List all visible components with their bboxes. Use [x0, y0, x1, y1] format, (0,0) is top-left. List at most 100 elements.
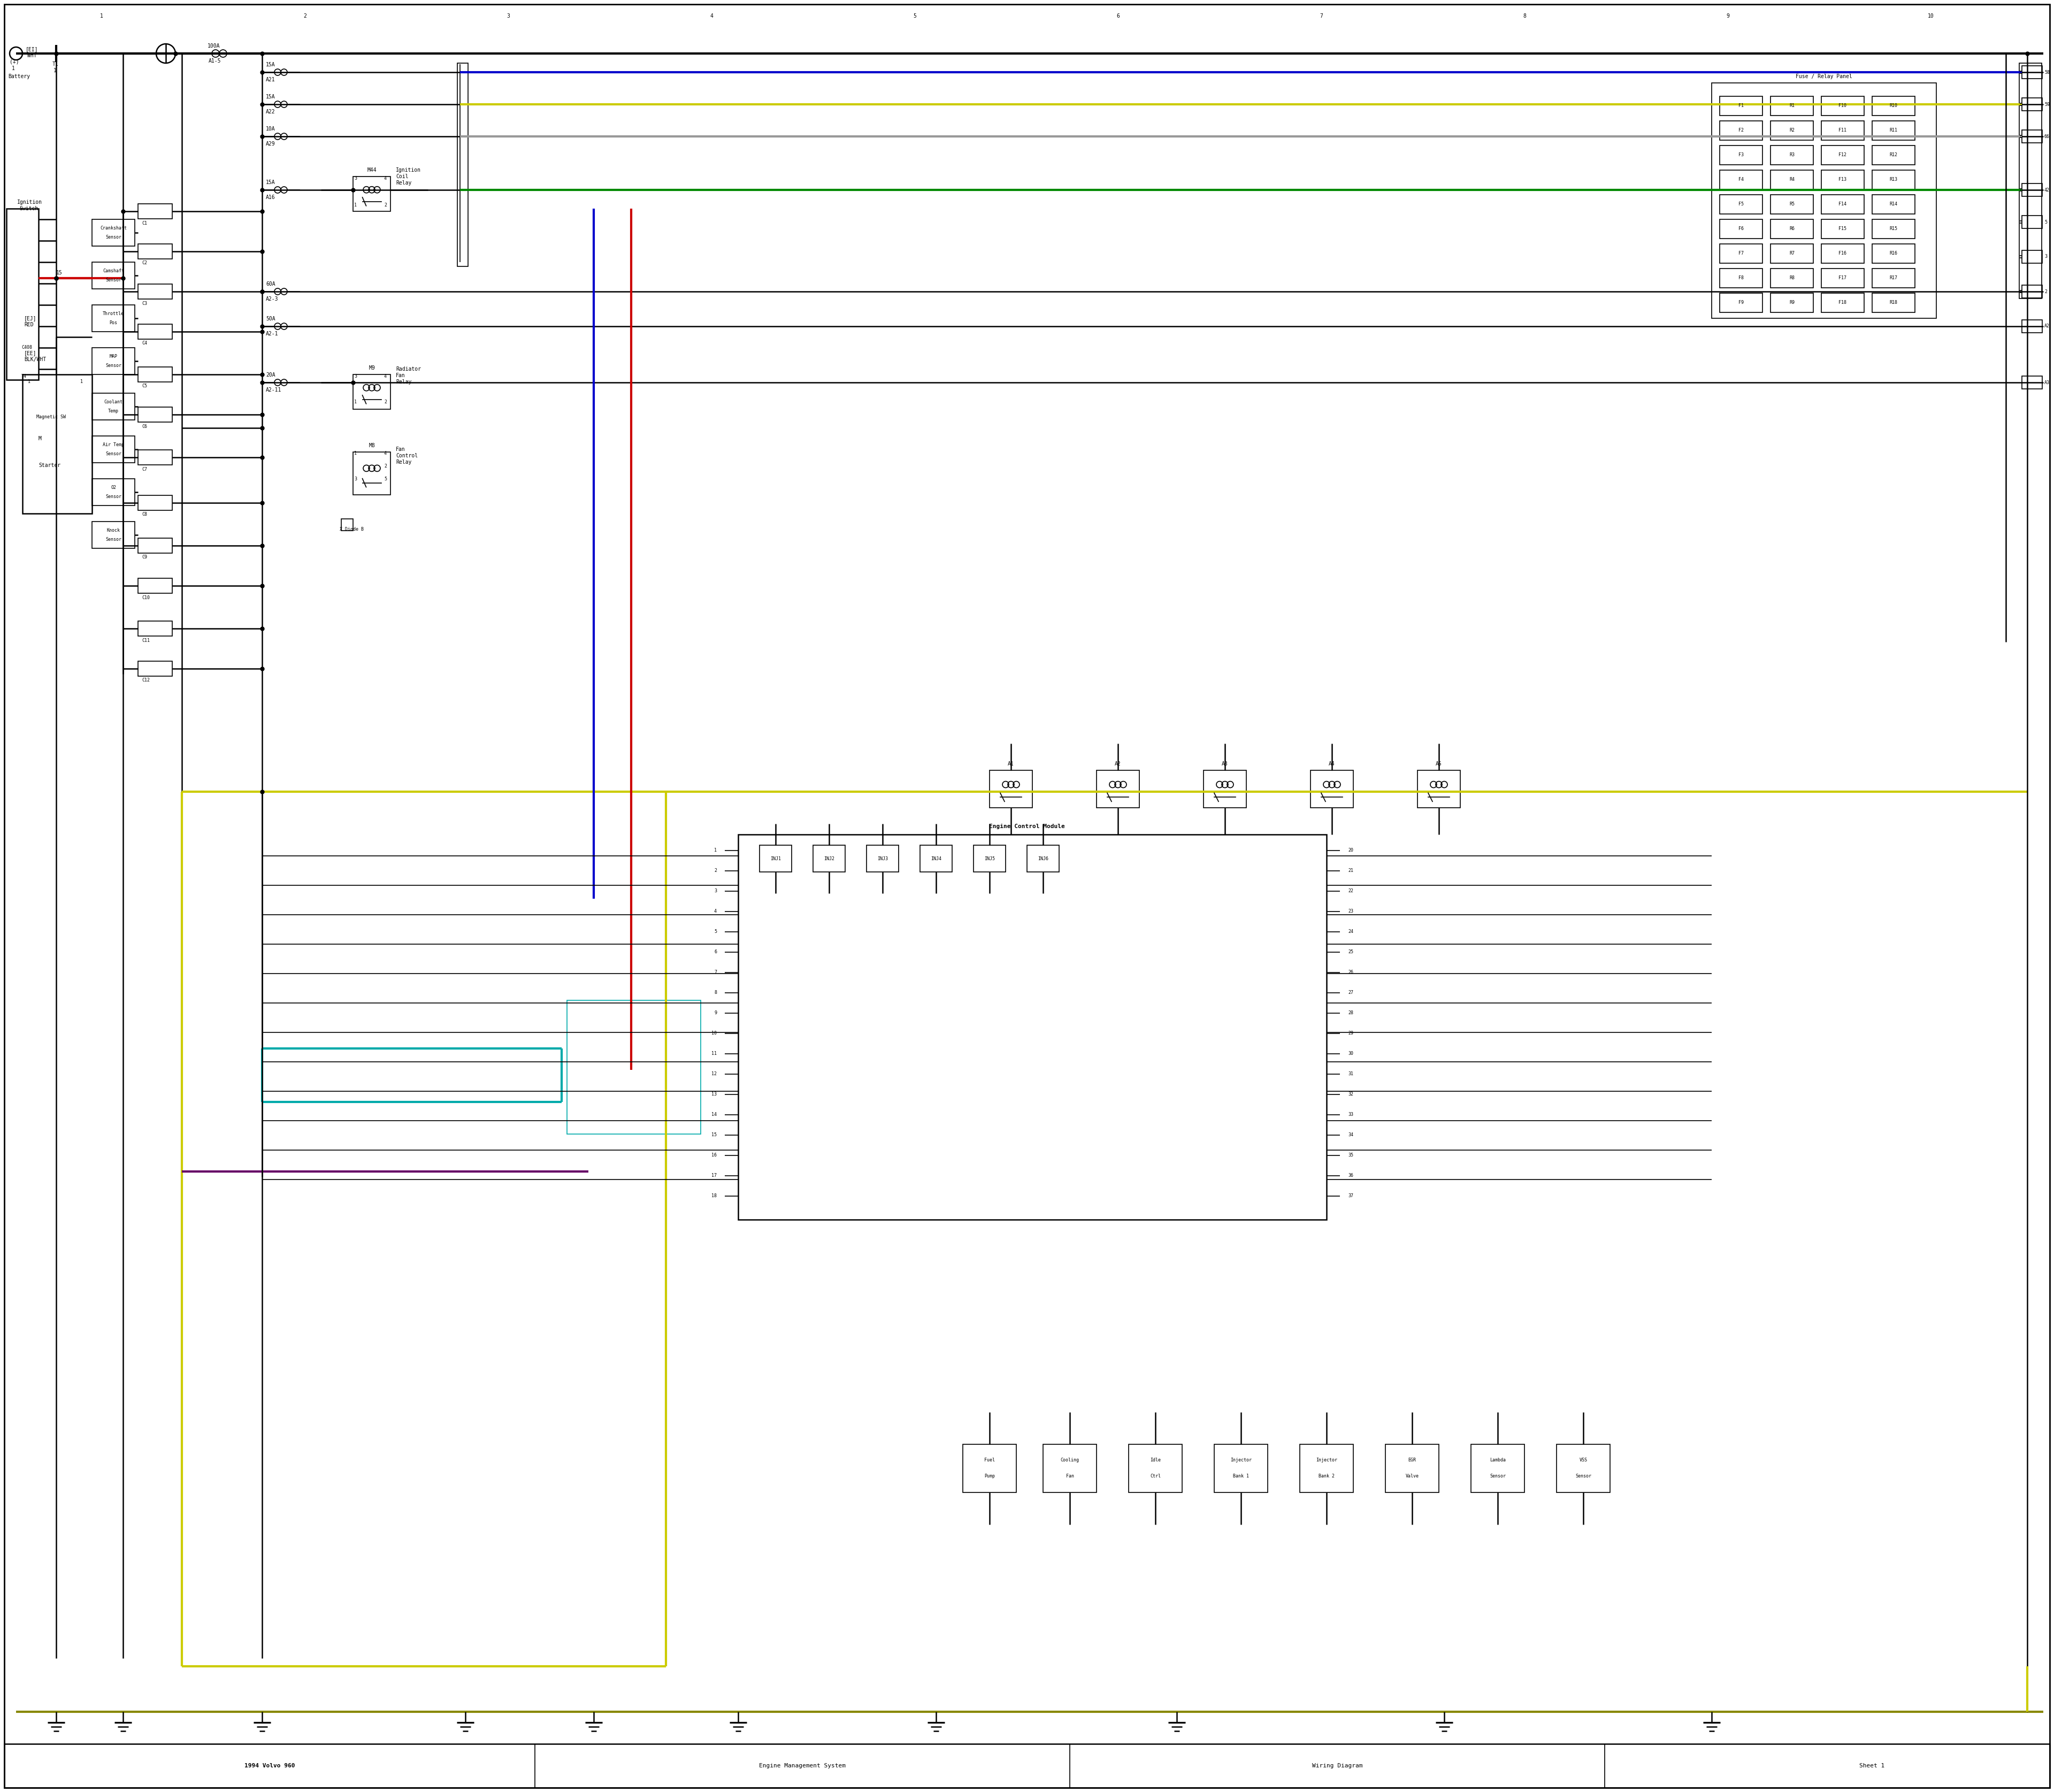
Text: 3: 3 [715, 889, 717, 894]
Text: 28: 28 [1347, 1011, 1354, 1016]
Bar [4, 1744, 2050, 1788]
Bar [1300, 1444, 1354, 1493]
Bar [737, 835, 1327, 1220]
Bar [23, 375, 92, 514]
Bar [963, 1444, 1017, 1493]
Text: Fuse / Relay Panel: Fuse / Relay Panel [1795, 73, 1853, 79]
Text: C9: C9 [142, 556, 148, 559]
Text: R10: R10 [1890, 104, 1898, 108]
Text: 1: 1 [80, 380, 82, 383]
Bar [138, 324, 173, 339]
Text: 23: 23 [1347, 909, 1354, 914]
Bar [138, 622, 173, 636]
Text: 15: 15 [711, 1133, 717, 1138]
Bar [92, 262, 136, 289]
Text: M: M [39, 435, 41, 441]
Text: 1: 1 [29, 380, 31, 383]
Text: 26: 26 [1347, 969, 1354, 975]
Bar [1214, 1444, 1267, 1493]
Bar [6, 208, 39, 380]
Text: 15A: 15A [265, 179, 275, 185]
Text: 16: 16 [711, 1152, 717, 1158]
Text: A3: A3 [2044, 380, 2050, 385]
Bar [138, 285, 173, 299]
Bar [1771, 145, 1814, 165]
Bar [2021, 376, 2042, 389]
Text: 7: 7 [1319, 13, 1323, 18]
Text: C12: C12 [142, 677, 150, 683]
Text: F11: F11 [1838, 127, 1847, 133]
Text: 18: 18 [711, 1193, 717, 1199]
Text: Lambda: Lambda [1489, 1459, 1506, 1462]
Text: 32: 32 [1347, 1091, 1354, 1097]
Bar [458, 63, 468, 267]
Text: R2: R2 [1789, 127, 1795, 133]
Text: 3: 3 [2044, 254, 2048, 260]
Bar [1771, 219, 1814, 238]
Text: 6: 6 [715, 950, 717, 955]
Text: INJ2: INJ2 [824, 857, 834, 860]
Text: A16: A16 [265, 195, 275, 201]
Bar [1822, 195, 1865, 213]
Text: T1: T1 [53, 61, 60, 66]
Bar [1871, 219, 1914, 238]
Text: 14: 14 [711, 1113, 717, 1116]
Text: (+): (+) [10, 59, 18, 65]
Bar [974, 846, 1006, 873]
Text: Pump: Pump [984, 1475, 994, 1478]
Bar [1771, 244, 1814, 263]
Text: Sensor: Sensor [105, 364, 121, 367]
Bar [1719, 219, 1762, 238]
Text: C408: C408 [21, 346, 33, 349]
Text: 15A: 15A [265, 63, 275, 68]
Text: 10A: 10A [265, 125, 275, 131]
Text: 5: 5 [715, 930, 717, 934]
Text: X Diode B: X Diode B [339, 527, 364, 532]
Text: 59: 59 [2044, 102, 2050, 108]
Text: 2: 2 [304, 13, 306, 18]
Text: 42: 42 [2044, 188, 2050, 192]
Text: 3: 3 [353, 477, 357, 482]
Text: 2: 2 [384, 464, 386, 470]
Bar [1771, 269, 1814, 289]
Text: C7: C7 [142, 466, 148, 471]
Text: Relay: Relay [396, 380, 411, 385]
Bar [92, 305, 136, 332]
Text: 35: 35 [1347, 1152, 1354, 1158]
Text: Radiator: Radiator [396, 366, 421, 371]
Bar [2021, 183, 2042, 197]
Text: 36: 36 [1347, 1174, 1354, 1177]
Bar [92, 478, 136, 505]
Text: C10: C10 [142, 595, 150, 600]
Text: 100A: 100A [207, 43, 220, 48]
Text: Idle: Idle [1150, 1459, 1161, 1462]
Bar [1719, 244, 1762, 263]
Bar [92, 348, 136, 375]
Bar [1871, 294, 1914, 312]
Text: 2: 2 [384, 202, 386, 208]
Text: 22: 22 [1347, 889, 1354, 894]
Text: 66: 66 [2044, 134, 2050, 138]
Text: A1-5: A1-5 [210, 59, 222, 65]
Text: A3: A3 [1222, 762, 1228, 767]
Text: F4: F4 [1738, 177, 1744, 183]
Text: Crankshaft: Crankshaft [101, 226, 127, 231]
Text: VSS: VSS [1580, 1459, 1588, 1462]
Text: 1: 1 [353, 400, 357, 405]
Text: Fan: Fan [396, 373, 405, 378]
Text: 10: 10 [1929, 13, 1935, 18]
Bar [1771, 195, 1814, 213]
Text: 5: 5 [914, 13, 916, 18]
Bar [1557, 1444, 1610, 1493]
Circle shape [156, 43, 175, 63]
Text: 58: 58 [2044, 70, 2050, 75]
Text: 2: 2 [2044, 289, 2048, 294]
Bar [1871, 97, 1914, 115]
Bar [2021, 131, 2042, 143]
Bar [1310, 771, 1354, 808]
Bar [1822, 244, 1865, 263]
Text: F9: F9 [1738, 301, 1744, 305]
Text: Fan: Fan [1066, 1475, 1074, 1478]
Text: 20A: 20A [265, 373, 275, 378]
Bar [920, 846, 953, 873]
